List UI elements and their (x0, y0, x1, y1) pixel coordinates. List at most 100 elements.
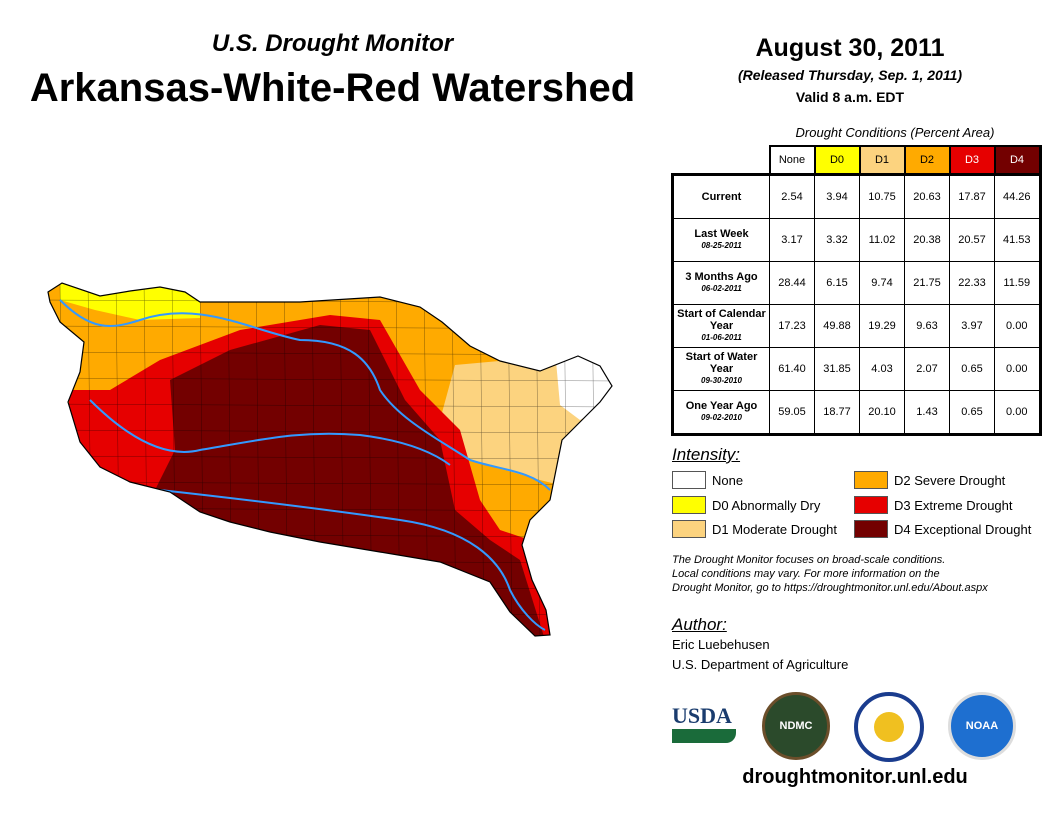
swatch (854, 520, 888, 538)
legend-d2: D2 Severe Drought (854, 471, 1005, 489)
legend-label: D0 Abnormally Dry (712, 497, 821, 513)
legend-label: D3 Extreme Drought (894, 497, 1013, 513)
cell-value: 11.02 (859, 218, 905, 262)
county-line (48, 559, 612, 564)
row-date: 06-02-2011 (701, 284, 742, 293)
row-date: 09-02-2010 (701, 413, 742, 422)
cell-value: 3.32 (814, 218, 860, 262)
row-date: 09-30-2010 (701, 376, 742, 385)
table-caption: Drought Conditions (Percent Area) (795, 125, 995, 140)
cell-value: 20.10 (859, 390, 905, 436)
watershed-boundary (47, 282, 613, 637)
usda-logo-text: USDA (672, 703, 732, 728)
cell-value: 3.94 (814, 174, 860, 219)
watershed-map (47, 282, 613, 637)
ndmc-logo: NDMC (762, 692, 830, 760)
county-line (591, 283, 597, 636)
drought-conditions-table: None D0 D1 D2 D3 D4 Current 2.54 3.94 10.75… (671, 145, 1042, 436)
valid-time: Valid 8 a.m. EDT (795, 89, 905, 105)
col-d2: D2 (903, 145, 951, 176)
col-d3: D3 (948, 145, 996, 176)
cell-value: 31.85 (814, 347, 860, 391)
canadian-river (89, 399, 451, 466)
cell-value: 10.75 (859, 174, 905, 219)
cell-value: 0.00 (994, 347, 1042, 391)
website-url[interactable]: droughtmonitor.unl.edu (742, 766, 968, 788)
arkansas-river (59, 299, 551, 491)
legend-label: None (712, 472, 744, 488)
legend-title: Intensity: (672, 445, 741, 464)
page-title: Arkansas-White-Red Watershed (29, 66, 636, 110)
row-label-text: Start of Calendar Year (677, 308, 766, 332)
row-date: 08-25-2011 (701, 241, 742, 250)
cell-value: 20.38 (904, 218, 950, 262)
usda-logo: USDA (672, 703, 736, 749)
disclaimer-note: The Drought Monitor focuses on broad-sca… (672, 553, 988, 595)
row-label: Start of Water Year 09-30-2010 (671, 347, 770, 391)
subtitle: U.S. Drought Monitor (211, 30, 454, 57)
legend-d0: D0 Abnormally Dry (672, 496, 820, 514)
table-row: Last Week 08-25-2011 3.17 3.32 11.02 20.38 20.… (671, 218, 1042, 262)
legend-d4: D4 Exceptional Drought (854, 520, 1031, 538)
col-d1: D1 (858, 145, 906, 176)
row-label: Last Week 08-25-2011 (671, 218, 770, 262)
cell-value: 28.44 (769, 261, 815, 305)
cell-value: 1.43 (904, 390, 950, 436)
county-line (48, 377, 612, 382)
county-line (48, 429, 612, 434)
cell-value: 18.77 (814, 390, 860, 436)
cell-value: 20.57 (949, 218, 995, 262)
row-label: One Year Ago 09-02-2010 (671, 390, 770, 436)
county-line (59, 283, 65, 636)
row-label-text: One Year Ago (685, 400, 758, 412)
cell-value: 17.23 (769, 304, 815, 348)
row-label-text: Last Week (694, 228, 749, 240)
row-label-text: Current (701, 191, 742, 203)
cell-value: 0.65 (949, 347, 995, 391)
cell-value: 41.53 (994, 218, 1042, 262)
legend-none: None (672, 471, 743, 489)
swatch (672, 520, 706, 538)
cell-value: 59.05 (769, 390, 815, 436)
cell-value: 4.03 (859, 347, 905, 391)
swatch (854, 471, 888, 489)
row-label: Current (671, 174, 770, 219)
cell-value: 49.88 (814, 304, 860, 348)
usda-logo-wave (672, 729, 736, 743)
cell-value: 61.40 (769, 347, 815, 391)
county-line (48, 481, 612, 486)
county-line (563, 283, 569, 636)
author-title: Author: (672, 615, 727, 634)
table-row: Start of Water Year 09-30-2010 61.40 31.85 4… (671, 347, 1042, 391)
row-label: Start of Calendar Year 01-06-2011 (671, 304, 770, 348)
cell-value: 0.00 (994, 304, 1042, 348)
cell-value: 20.63 (904, 174, 950, 219)
cell-value: 2.07 (904, 347, 950, 391)
cell-value: 21.75 (904, 261, 950, 305)
commerce-seal-logo (854, 692, 924, 762)
cell-value: 6.15 (814, 261, 860, 305)
cell-value: 0.65 (949, 390, 995, 436)
row-label-text: 3 Months Ago (685, 271, 758, 283)
table-row: Start of Calendar Year 01-06-2011 17.23 49.… (671, 304, 1042, 348)
cell-value: 19.29 (859, 304, 905, 348)
table-row: 3 Months Ago 06-02-2011 28.44 6.15 9.74 21.75… (671, 261, 1042, 305)
legend-label: D1 Moderate Drought (712, 521, 838, 537)
swatch (854, 496, 888, 514)
note-line: Drought Monitor, go to https://droughtmo… (672, 582, 988, 594)
col-d0: D0 (813, 145, 861, 176)
row-date: 01-06-2011 (701, 333, 742, 342)
author-name: Eric Luebehusen (672, 637, 770, 652)
col-none: None (768, 145, 816, 176)
legend-d1: D1 Moderate Drought (672, 520, 837, 538)
table-row: Current 2.54 3.94 10.75 20.63 17.87 44.26 (671, 174, 1042, 219)
cell-value: 2.54 (769, 174, 815, 219)
county-line (48, 403, 612, 408)
legend-d3: D3 Extreme Drought (854, 496, 1013, 514)
cell-value: 3.17 (769, 218, 815, 262)
red-river (159, 489, 546, 631)
swatch (672, 471, 706, 489)
cell-value: 11.59 (994, 261, 1042, 305)
map-date: August 30, 2011 (755, 34, 945, 62)
